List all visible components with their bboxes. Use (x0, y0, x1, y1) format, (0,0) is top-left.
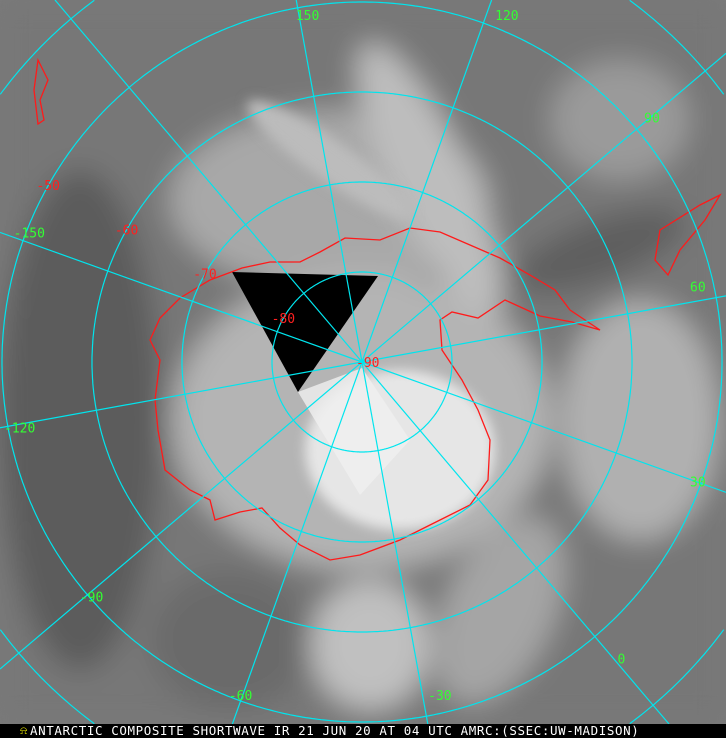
longitude-label: -60 (229, 689, 252, 704)
no-data-speckle (298, 368, 410, 495)
longitude-label: 120 (495, 9, 518, 24)
image-caption: ANTARCTIC COMPOSITE SHORTWAVE IR 21 JUN … (0, 724, 726, 738)
pole-label: -90 (356, 356, 379, 371)
latitude-circle (629, 629, 725, 724)
longitude-label: 30 (690, 476, 706, 491)
meridian-line (0, 361, 363, 429)
meridian-line (295, 0, 363, 363)
ssec-logo-icon: ⍾ (20, 724, 28, 737)
latitude-label: -70 (193, 268, 216, 283)
antarctica-coastline (149, 227, 601, 561)
meridian-line (361, 361, 429, 724)
island-coastline (33, 57, 722, 277)
meridian-line (361, 361, 670, 724)
meridian-line (0, 231, 363, 363)
meridian-line (54, 0, 363, 363)
longitude-label: 150 (296, 9, 319, 24)
latitude-circle (0, 0, 95, 95)
longitude-label: 60 (690, 280, 706, 295)
latitude-circle (271, 271, 453, 453)
longitude-label: 0 (617, 652, 625, 667)
meridian-line (361, 295, 726, 363)
latitude-label: -60 (115, 223, 138, 238)
meridian-line (361, 52, 726, 363)
meridian-line (361, 0, 493, 363)
latitude-circle (181, 181, 543, 543)
meridian-line (0, 361, 363, 670)
latitude-circle (1, 1, 723, 723)
latitude-circle (91, 91, 633, 633)
meridian-line (231, 361, 363, 724)
longitude-label: 90 (644, 112, 660, 127)
longitude-label: -30 (428, 689, 451, 704)
graticule-labels: 150 120 90 60 30 0 -30 -60 -90 -120 -150 -50 -60 -70 -… (4, 9, 706, 704)
longitude-label: -90 (80, 590, 103, 605)
latitude-circle (0, 629, 95, 724)
longitude-label: -120 (4, 422, 35, 437)
latitude-label: -50 (36, 179, 59, 194)
latitude-circle (629, 0, 725, 95)
longitude-label: -150 (14, 226, 45, 241)
no-data-wedge (232, 272, 378, 392)
meridian-line (361, 361, 726, 493)
latitude-label: -80 (272, 312, 295, 327)
